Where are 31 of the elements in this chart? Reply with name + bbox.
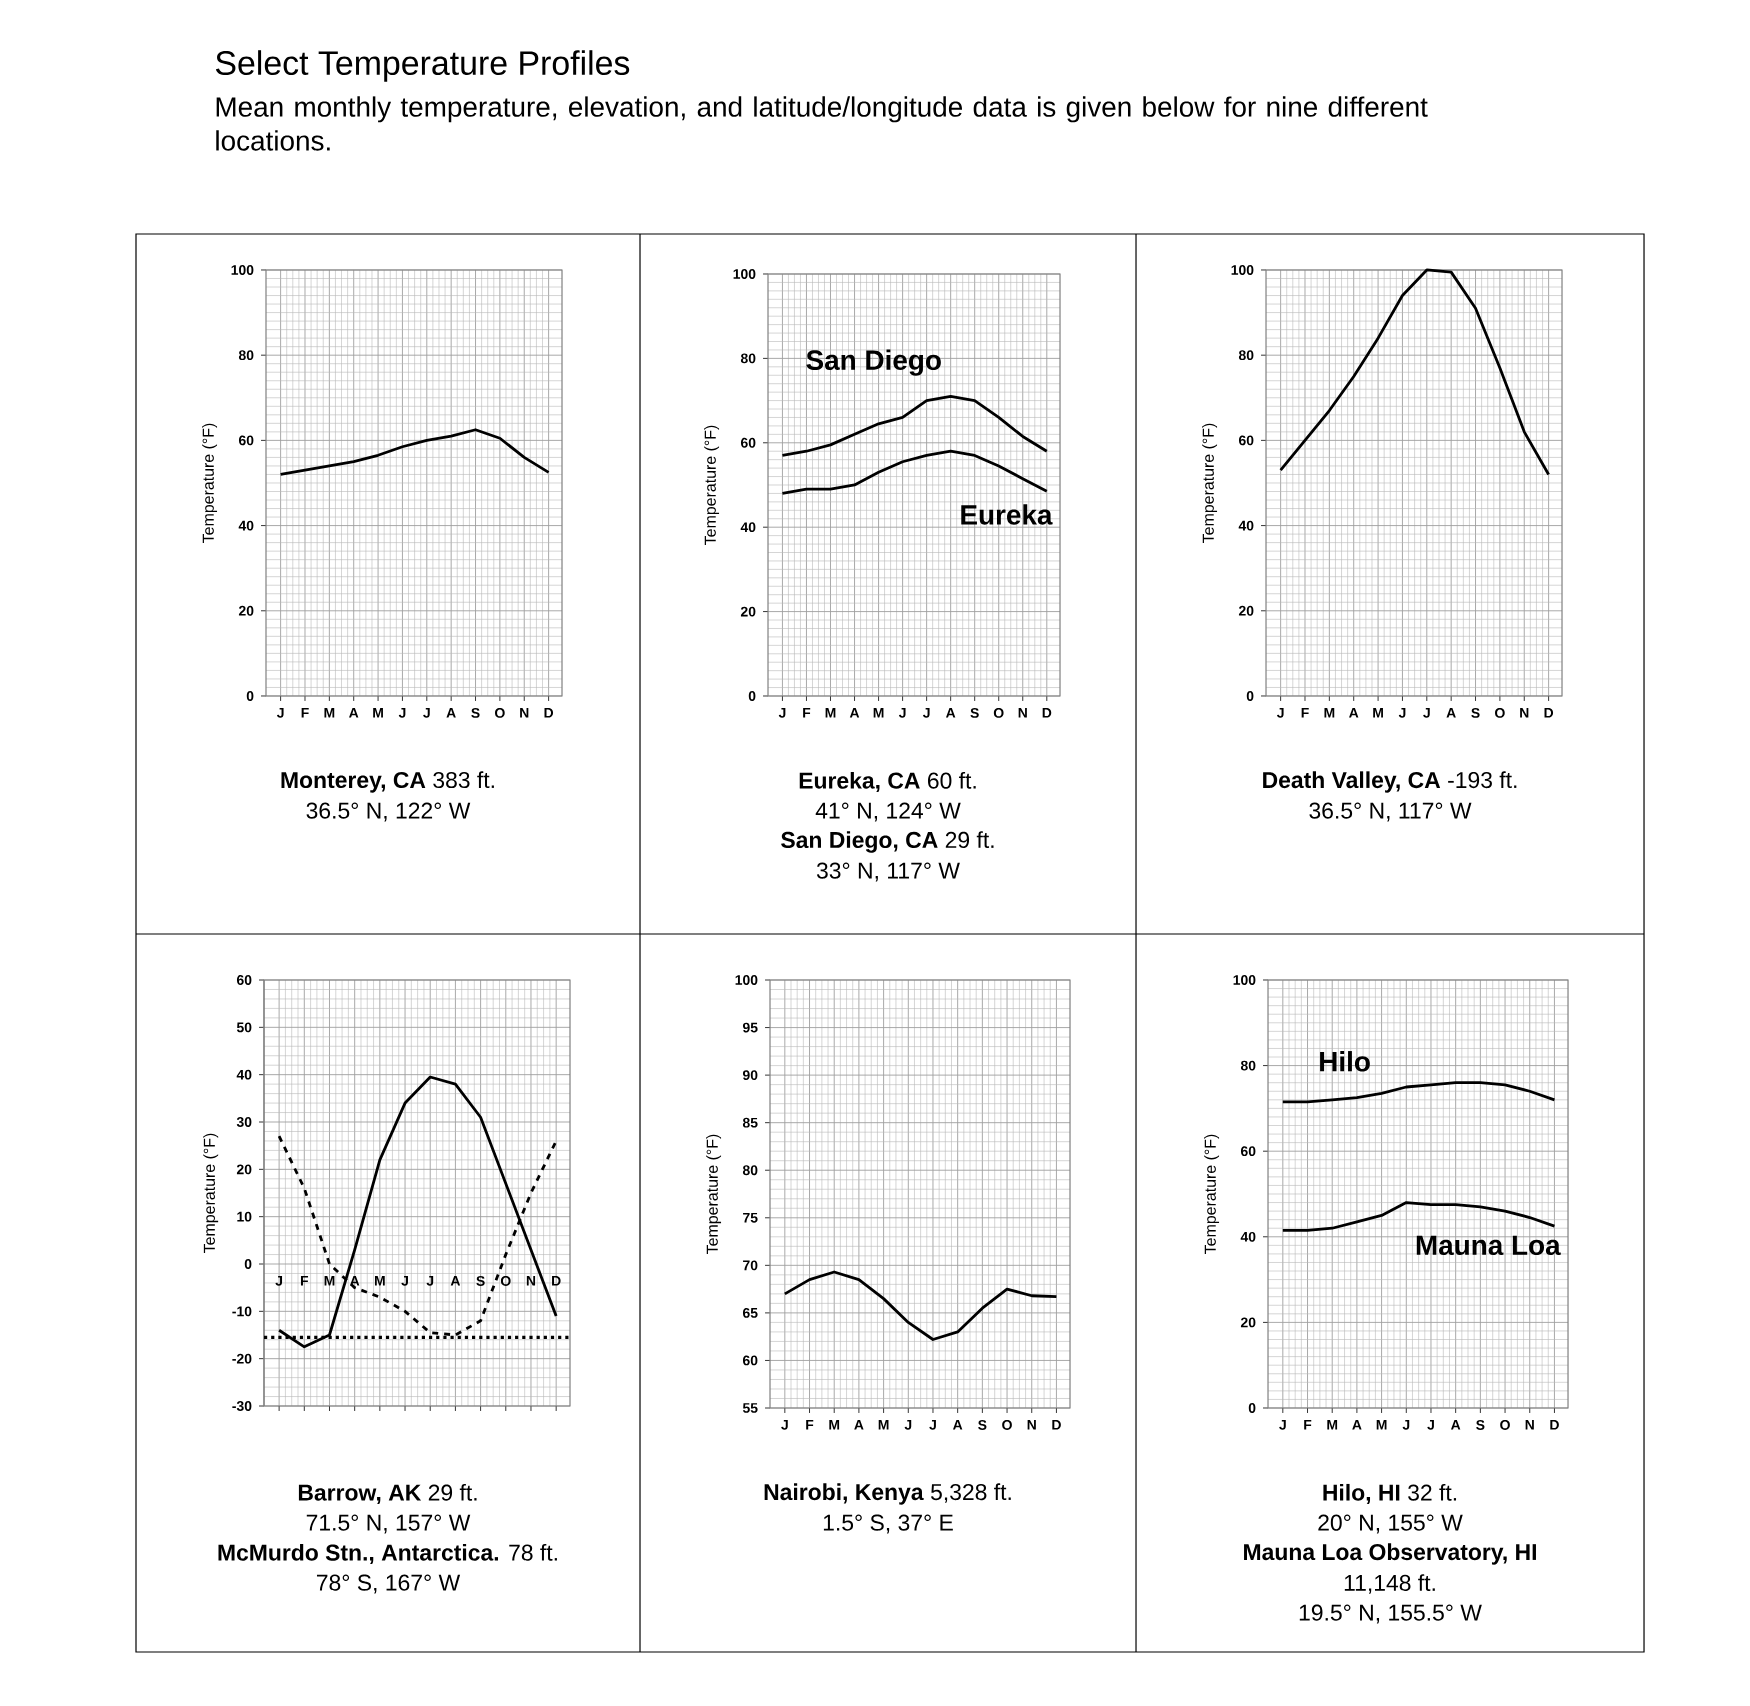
text: 19.5° N, 155.5° W	[1299, 1604, 1482, 1624]
text: 36.5° N, 117° W	[1309, 802, 1472, 822]
chart-title: Select Temperature Profiles	[215, 50, 630, 82]
line-series	[781, 394, 1049, 457]
line-series	[1279, 268, 1551, 476]
text: Eureka, CA 60 ft.	[799, 771, 976, 793]
line-series	[1281, 1201, 1556, 1232]
text: McMurdo Stn., Antarctica. 78 ft.	[218, 1543, 557, 1565]
series-label: Hilo	[1320, 1051, 1370, 1072]
text: Barrow, AK 29 ft.	[298, 1483, 477, 1505]
text: Monterey, CA 383 ft.	[281, 771, 494, 793]
text: 36.5° N, 122° W	[306, 802, 471, 822]
text: Nairobi, Kenya 5,328 ft.	[764, 1483, 1011, 1505]
line-series	[1281, 1081, 1556, 1104]
text: San Diego, CA 29 ft.	[781, 831, 994, 853]
text: Hilo, HI 32 ft.	[1323, 1483, 1457, 1505]
text: Death Valley, CA -193 ft.	[1263, 771, 1517, 793]
text: 11,148 ft.	[1344, 1574, 1435, 1594]
text: 71.5° N, 157° W	[306, 1514, 471, 1534]
series-label: San Diego	[806, 349, 941, 376]
line-series	[783, 1270, 1058, 1341]
text: 20° N, 155° W	[1318, 1514, 1463, 1534]
text: Mean monthly temperature, elevation, and latitude/longitude data is given below for nine different locations.	[216, 96, 1428, 151]
text: 1.5° S, 37° E	[823, 1514, 953, 1534]
line-series	[781, 449, 1049, 495]
text: 78° S, 167° W	[316, 1574, 461, 1594]
text: Mauna Loa Observatory, HI	[1244, 1543, 1536, 1565]
series-label: Eureka	[961, 504, 1053, 525]
series-label: Mauna Loa	[1416, 1235, 1561, 1256]
text: 33° N, 117° W	[816, 862, 960, 882]
text: 41° N, 124° W	[815, 802, 961, 822]
